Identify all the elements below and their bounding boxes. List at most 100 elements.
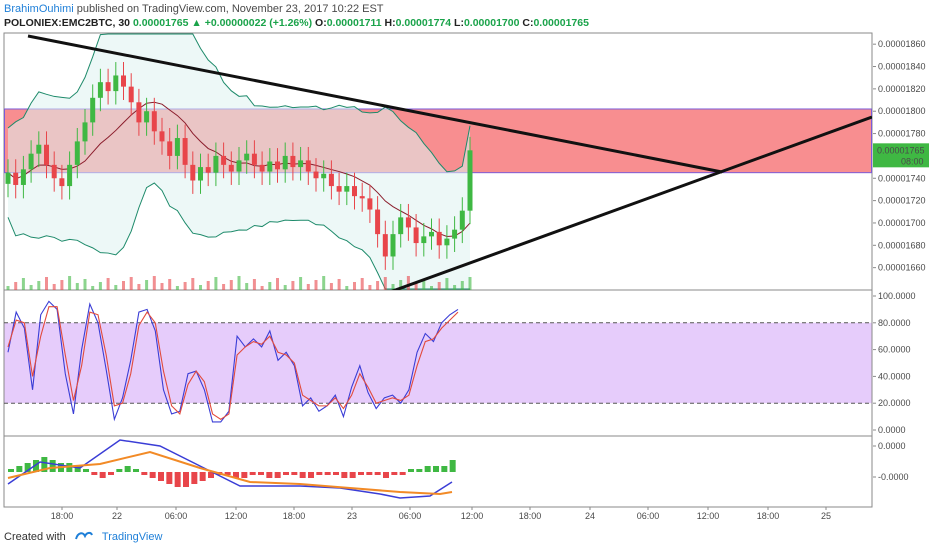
- volume-bar: [291, 281, 295, 290]
- macd-histogram-bar: [33, 460, 39, 472]
- chart-panel-3: [3, 435, 873, 508]
- stoch-band: [4, 322, 872, 404]
- candle-body: [429, 231, 434, 237]
- candle-body: [159, 131, 165, 142]
- macd-histogram-bar: [8, 469, 14, 472]
- candle-body: [221, 155, 227, 165]
- macd-histogram-bar: [274, 472, 281, 478]
- macd-histogram-bar: [133, 469, 139, 472]
- macd-histogram-bar: [83, 469, 89, 472]
- time-tick-label: 22: [112, 511, 122, 521]
- macd-histogram-bar: [291, 472, 298, 475]
- candle-body: [167, 141, 173, 156]
- candle-body: [413, 227, 419, 244]
- publish-header: BrahimOuhimi published on TradingView.co…: [4, 2, 384, 16]
- change-value: +0.00000022 (+1.26%): [204, 17, 313, 29]
- price-tick-label: 0.00001800: [878, 106, 926, 116]
- volume-bar: [322, 276, 326, 290]
- low-value: 0.00001700: [463, 17, 520, 29]
- volume-bar: [98, 282, 102, 290]
- macd-guide: [440, 472, 872, 497]
- volume-bar: [222, 284, 226, 290]
- macd-histogram-bar: [441, 466, 448, 472]
- volume-bar: [75, 283, 79, 290]
- stoch-line-1: [7, 300, 459, 423]
- high-value: 0.00001774: [395, 17, 452, 29]
- time-tick-label: 06:00: [637, 511, 660, 521]
- volume-bar: [337, 279, 341, 290]
- author-link[interactable]: BrahimOuhimi: [4, 3, 74, 15]
- volume-bar: [406, 276, 410, 290]
- candle-body: [90, 97, 96, 123]
- candle-body: [352, 186, 357, 197]
- candle-body: [390, 234, 396, 257]
- macd-histogram-bar: [49, 460, 56, 472]
- macd-histogram-bar: [149, 472, 156, 478]
- volume-bar: [37, 281, 41, 290]
- stoch-tick-label: 100.0000: [878, 291, 916, 301]
- candle-body: [444, 238, 450, 246]
- macd-histogram-bar: [74, 466, 81, 472]
- macd-histogram-bar: [241, 472, 248, 478]
- volume-bar: [199, 285, 202, 290]
- last-price-tag: [873, 143, 929, 168]
- candle-body: [144, 111, 150, 123]
- created-with-text: Created with: [4, 531, 66, 543]
- volume-bar: [345, 286, 349, 290]
- volume-bar: [122, 281, 125, 290]
- candle-body: [328, 173, 334, 187]
- candle-body: [198, 167, 203, 181]
- candle-body: [459, 210, 465, 230]
- candle-body: [290, 155, 296, 168]
- volume-bar: [260, 286, 264, 290]
- macd-histogram-bar: [16, 466, 23, 472]
- time-tick-label: 18:00: [51, 511, 74, 521]
- macd-histogram-bar: [183, 472, 189, 487]
- candle-body: [97, 82, 103, 98]
- volume-bar: [383, 277, 387, 290]
- volume-bar: [368, 285, 372, 290]
- macd-histogram-bar: [158, 472, 164, 481]
- candle-body: [275, 161, 280, 170]
- time-tick-label: 23: [347, 511, 357, 521]
- macd-histogram-bar: [416, 469, 423, 472]
- candle-body: [298, 160, 304, 168]
- candle-body: [267, 161, 273, 172]
- price-tick-label: 0.00001720: [878, 196, 926, 206]
- volume-bar: [183, 282, 187, 290]
- macd-histogram-bar: [41, 457, 48, 472]
- volume-bar: [152, 276, 156, 290]
- macd-histogram-bar: [224, 472, 231, 475]
- time-tick-label: 24: [585, 511, 595, 521]
- bollinger-upper: [7, 33, 471, 173]
- macd-histogram-bar: [366, 472, 373, 475]
- candle-body: [5, 172, 11, 184]
- volume-bar: [29, 285, 33, 290]
- published-text: published on TradingView.com, November 2…: [76, 3, 384, 15]
- candle-body: [151, 111, 157, 132]
- volume-bar: [14, 282, 18, 290]
- macd-histogram-bar: [424, 466, 431, 472]
- price-tick-label: 0.00001680: [878, 240, 926, 250]
- ascending-trendline: [391, 115, 872, 290]
- tradingview-link[interactable]: TradingView: [101, 531, 163, 543]
- time-tick-label: 06:00: [165, 511, 188, 521]
- volume-bar: [60, 280, 64, 290]
- candle-body: [228, 164, 234, 172]
- volume-bar: [175, 286, 179, 290]
- candle-body: [174, 138, 180, 156]
- time-tick-label: 18:00: [283, 511, 306, 521]
- price-tick-label: 0.00001820: [878, 84, 926, 94]
- macd-histogram-bar: [333, 472, 339, 475]
- candle-body: [113, 75, 119, 92]
- candle-body: [244, 153, 250, 161]
- candle-body: [236, 160, 242, 172]
- candle-body: [13, 172, 19, 185]
- candle-body: [336, 186, 342, 192]
- stoch-line-2: [7, 306, 459, 420]
- volume-bar: [45, 277, 48, 290]
- candle-body: [313, 171, 319, 179]
- volume-bar: [91, 286, 95, 290]
- price-tick-label: 0.00001740: [878, 173, 926, 183]
